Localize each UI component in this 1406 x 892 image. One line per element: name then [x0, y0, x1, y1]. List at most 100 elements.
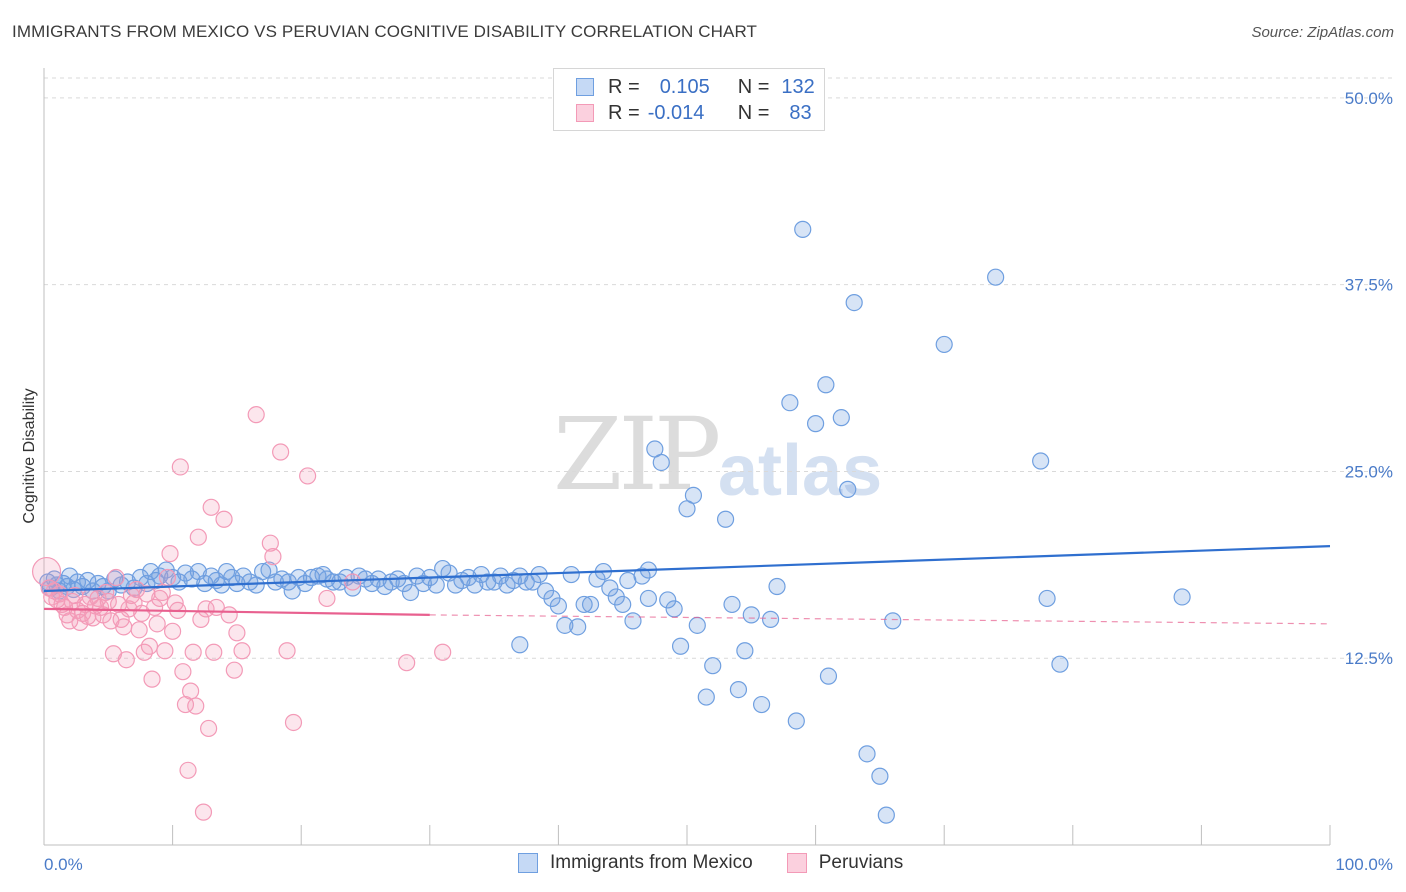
peru-point — [202, 498, 220, 516]
mexico-point — [845, 293, 863, 312]
legend-swatch-mexico — [576, 78, 594, 96]
mexico-point — [633, 567, 651, 585]
mexico-point — [485, 573, 503, 591]
peru-point — [261, 534, 279, 552]
mexico-point — [794, 220, 812, 238]
legend-n-value: 83 — [789, 101, 812, 124]
peru-point — [161, 545, 179, 563]
mexico-point — [619, 571, 637, 590]
mexico-point — [688, 616, 706, 634]
mexico-point — [556, 616, 574, 634]
peru-point — [318, 589, 336, 608]
mexico-point — [581, 595, 600, 614]
mexico-point — [296, 574, 314, 593]
y-axis-label: Cognitive Disability — [21, 388, 38, 523]
peru-point — [182, 682, 200, 700]
mexico-point — [723, 595, 741, 614]
mexico-point — [562, 565, 580, 584]
mexico-point — [716, 510, 735, 528]
peru-point — [299, 467, 317, 485]
peru-point — [278, 642, 296, 660]
mexico-trend-line — [43, 545, 1331, 593]
legend-row-peru: R = -0.014 N = 83 — [576, 101, 812, 125]
peru-point — [189, 528, 207, 546]
mexico-point — [659, 591, 677, 609]
peru-point — [117, 651, 135, 669]
peru-point — [228, 624, 246, 642]
mexico-point — [817, 376, 835, 394]
peru-point — [156, 642, 174, 660]
mexico-point — [987, 268, 1005, 286]
legend-r-label: R = — [608, 75, 640, 98]
mexico-point — [549, 597, 568, 615]
y-tick-label: 12.5% — [1345, 649, 1393, 668]
peru-point — [130, 621, 148, 639]
peru-point — [107, 568, 125, 587]
peru-point — [184, 643, 202, 661]
series-legend-peru[interactable]: Peruvians — [786, 852, 904, 874]
mexico-point — [601, 579, 619, 597]
peru-point — [171, 458, 189, 476]
peru-point — [194, 803, 213, 821]
peru-point — [225, 661, 243, 679]
mexico-point — [401, 583, 420, 602]
peru-point — [344, 573, 362, 591]
peru-point — [200, 719, 218, 738]
peru-trend-line — [43, 607, 430, 616]
mexico-point — [624, 612, 642, 630]
legend-row-mexico: R = 0.105 N = 132 — [576, 75, 815, 99]
mexico-point — [781, 394, 799, 412]
mexico-point — [806, 415, 825, 433]
peru-point — [140, 637, 159, 655]
peru-trend-extension — [429, 614, 1331, 625]
axes — [43, 68, 1331, 846]
mexico-point — [1173, 588, 1191, 606]
peru-point — [233, 642, 251, 660]
mexico-point — [614, 595, 632, 614]
series-swatch-peru — [786, 853, 807, 873]
mexico-point — [254, 562, 272, 581]
peru-point — [220, 606, 238, 624]
x-tick-label: 100.0% — [1335, 855, 1393, 874]
mexico-point — [697, 688, 715, 706]
mexico-point — [704, 657, 722, 675]
trend-lines — [43, 545, 1331, 625]
mexico-point — [736, 642, 754, 660]
mexico-point — [665, 600, 683, 618]
peru-point — [164, 622, 182, 640]
mexico-point — [575, 595, 593, 614]
mexico-point — [871, 767, 889, 785]
peru-point — [158, 568, 177, 587]
series-legend-mexico[interactable]: Immigrants from Mexico — [518, 852, 753, 874]
mexico-point — [1032, 452, 1050, 470]
mexico-point — [671, 637, 690, 655]
source-label: Source: ZipAtlas.com — [1251, 24, 1394, 41]
peru-point — [179, 761, 197, 779]
mexico-point — [569, 618, 587, 636]
mexico-point — [761, 610, 780, 628]
mexico-points — [39, 220, 1191, 824]
legend-r-value: -0.014 — [647, 101, 705, 124]
y-tick-label: 50.0% — [1345, 89, 1393, 108]
series-label-peru: Peruvians — [818, 852, 904, 873]
peru-point — [143, 670, 161, 688]
mexico-point — [742, 606, 760, 624]
series-swatch-mexico — [518, 853, 538, 873]
mexico-point — [935, 335, 953, 354]
series-legend: Immigrants from Mexico Peruvians — [518, 852, 937, 874]
series-label-mexico: Immigrants from Mexico — [550, 852, 753, 873]
mexico-point — [414, 574, 432, 593]
peru-point — [205, 643, 223, 661]
mexico-point — [787, 712, 805, 730]
mexico-point — [1051, 655, 1069, 673]
peru-point — [264, 548, 282, 566]
correlation-legend: R = 0.105 N = 132 R = -0.014 N = 83 — [553, 68, 825, 131]
mexico-point — [729, 680, 748, 699]
mexico-point — [819, 667, 838, 685]
legend-n-label: N = — [737, 101, 770, 124]
chart-title: IMMIGRANTS FROM MEXICO VS PERUVIAN COGNI… — [12, 22, 758, 41]
legend-r-label: R = — [608, 101, 640, 124]
y-tick-label: 37.5% — [1345, 276, 1393, 295]
peru-point — [153, 583, 171, 602]
